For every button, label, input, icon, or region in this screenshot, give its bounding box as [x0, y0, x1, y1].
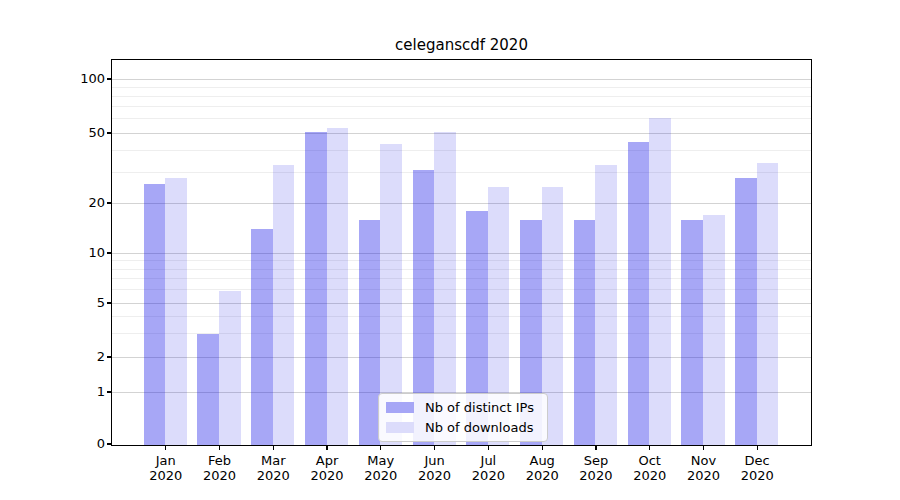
legend: Nb of distinct IPs Nb of downloads [378, 393, 548, 442]
legend-swatch-distinct-ips [386, 402, 414, 413]
x-tick-mark-may [380, 446, 381, 450]
x-tick-mark-feb [219, 446, 220, 450]
legend-item-downloads: Nb of downloads [386, 420, 538, 435]
gridline-20 [112, 203, 811, 204]
x-tick-mark-mar [273, 446, 274, 450]
x-tick-mark-jul [488, 446, 489, 450]
bar-ips-mar [251, 229, 273, 445]
bar-downloads-nov [703, 215, 725, 445]
plot-area: Nb of distinct IPs Nb of downloads [111, 59, 812, 446]
gridline-30 [112, 172, 811, 173]
chart-title: celeganscdf 2020 [112, 36, 811, 54]
y-tick-mark-20 [107, 202, 112, 203]
legend-label-downloads: Nb of downloads [425, 420, 533, 435]
y-tick-label-0: 0 [45, 436, 105, 452]
x-tick-mark-dec [757, 446, 758, 450]
x-tick-mark-apr [326, 446, 327, 450]
y-tick-mark-1 [107, 391, 112, 392]
y-tick-label-10: 10 [45, 245, 105, 261]
y-tick-label-50: 50 [45, 125, 105, 141]
bar-downloads-mar [273, 165, 295, 445]
y-tick-label-100: 100 [45, 71, 105, 87]
legend-item-distinct-ips: Nb of distinct IPs [386, 400, 538, 415]
y-tick-mark-2 [107, 356, 112, 357]
x-tick-mark-oct [649, 446, 650, 450]
bar-ips-nov [681, 220, 703, 445]
x-tick-mark-aug [542, 446, 543, 450]
legend-label-distinct-ips: Nb of distinct IPs [425, 400, 534, 415]
x-tick-mark-jun [434, 446, 435, 450]
gridline-70 [112, 106, 811, 107]
x-tick-mark-nov [703, 446, 704, 450]
y-tick-label-1: 1 [45, 384, 105, 400]
chart-figure: celeganscdf 2020 Nb of distinct IPs Nb o… [0, 0, 900, 500]
gridline-100 [112, 79, 811, 80]
bar-downloads-jan [165, 178, 187, 445]
y-tick-mark-50 [107, 132, 112, 133]
bar-downloads-oct [649, 118, 671, 445]
bar-ips-dec [735, 178, 757, 445]
y-tick-label-2: 2 [45, 349, 105, 365]
y-tick-mark-0 [107, 443, 112, 444]
bar-ips-apr [305, 132, 327, 445]
x-tick-mark-jan [165, 446, 166, 450]
gridline-60 [112, 118, 811, 119]
y-tick-label-5: 5 [45, 295, 105, 311]
bar-ips-feb [197, 334, 219, 445]
gridline-80 [112, 96, 811, 97]
bar-downloads-apr [327, 128, 349, 445]
bar-ips-sep [574, 220, 596, 445]
gridline-90 [112, 87, 811, 88]
y-tick-mark-100 [107, 78, 112, 79]
bar-downloads-sep [595, 165, 617, 445]
bar-ips-jan [144, 184, 166, 445]
bar-ips-oct [628, 142, 650, 445]
legend-swatch-downloads [386, 422, 414, 433]
bar-downloads-feb [219, 291, 241, 446]
bar-downloads-dec [757, 163, 779, 445]
gridline-40 [112, 150, 811, 151]
x-tick-mark-sep [595, 446, 596, 450]
x-tick-label-dec: Dec2020 [725, 453, 789, 483]
y-tick-mark-5 [107, 302, 112, 303]
gridline-50 [112, 133, 811, 134]
y-tick-mark-10 [107, 252, 112, 253]
y-tick-label-20: 20 [45, 195, 105, 211]
